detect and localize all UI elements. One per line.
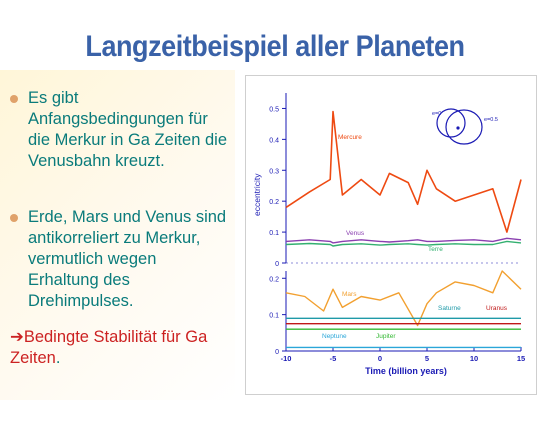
label-venus: Venus: [346, 230, 365, 237]
sun-dot-icon: [456, 126, 460, 130]
inset-label-left: e=0: [432, 111, 441, 117]
eccentricity-chart: 0 0.1 0.2 0.3 0.4 0.5 0 0.1 0.2 -10 -5 0 5 10 15 e=0…: [252, 93, 525, 376]
upper-series-group: [285, 110, 522, 247]
label-saturn: Saturne: [438, 305, 461, 312]
y-tick-label: 0.1: [269, 313, 279, 320]
x-tick-label: -10: [281, 354, 292, 363]
orbit-inset: e=0 e=0.5: [432, 108, 498, 145]
inset-label-right: e=0.5: [484, 117, 498, 123]
x-tick-label: 5: [425, 354, 429, 363]
series-line-mars: [285, 270, 522, 327]
background-wash: [0, 70, 235, 400]
y-axis-label: eccentricity: [252, 173, 262, 216]
y-tick-label: 0.2: [269, 199, 279, 206]
series-line-venus: [285, 237, 522, 244]
conclusion-line: ➔Bedingte Stabilität für Ga Zeiten.: [10, 327, 220, 369]
conclusion-highlight: Bedingte Stabilität für Ga Zeiten: [10, 328, 208, 367]
x-tick-label: -5: [330, 354, 337, 363]
label-uranus: Uranus: [486, 305, 508, 312]
label-jupiter: Jupiter: [376, 333, 396, 340]
conclusion-tail: .: [55, 349, 61, 367]
bullet-text: Erde, Mars und Venus sind antikorreliert…: [28, 208, 227, 310]
x-ticks: -10 -5 0 5 10 15: [281, 347, 525, 363]
y-tick-label: 0.2: [269, 276, 279, 283]
lower-y-ticks: 0 0.1 0.2: [269, 276, 286, 356]
eccentricity-figure: 0 0.1 0.2 0.3 0.4 0.5 0 0.1 0.2 -10 -5 0 5 10 15 e=0…: [245, 75, 537, 395]
label-earth: Terre: [428, 246, 443, 253]
right-arrow-icon: ➔: [10, 328, 24, 346]
x-tick-label: 15: [517, 354, 525, 363]
bullet-item: Erde, Mars und Venus sind antikorreliert…: [10, 207, 228, 312]
series-line-terre: [285, 240, 522, 247]
label-mercury: Mercure: [338, 134, 362, 141]
x-tick-label: 0: [378, 354, 382, 363]
bullet-text: Es gibt Anfangsbedingungen für die Merku…: [28, 89, 228, 170]
y-tick-label: 0.5: [269, 106, 279, 113]
bullet-dot-icon: [10, 214, 18, 222]
y-tick-label: 0.1: [269, 230, 279, 237]
label-neptune: Neptune: [322, 333, 347, 340]
y-tick-label: 0.3: [269, 168, 279, 175]
series-line-mercure: [285, 110, 522, 233]
lower-series-group: [285, 270, 522, 349]
y-tick-label: 0: [275, 261, 279, 268]
orbit-ellipse-icon: [445, 109, 483, 145]
bullet-dot-icon: [10, 95, 18, 103]
x-tick-label: 10: [470, 354, 478, 363]
orbit-circle-icon: [436, 108, 466, 138]
bullet-item: Es gibt Anfangsbedingungen für die Merku…: [10, 88, 228, 172]
x-axis-label: Time (billion years): [365, 366, 447, 376]
upper-y-ticks: 0 0.1 0.2 0.3 0.4 0.5: [269, 106, 286, 268]
y-tick-label: 0.4: [269, 137, 279, 144]
y-tick-label: 0: [275, 349, 279, 356]
page-title: Langzeitbeispiel aller Planeten: [85, 30, 465, 63]
label-mars: Mars: [342, 291, 357, 298]
